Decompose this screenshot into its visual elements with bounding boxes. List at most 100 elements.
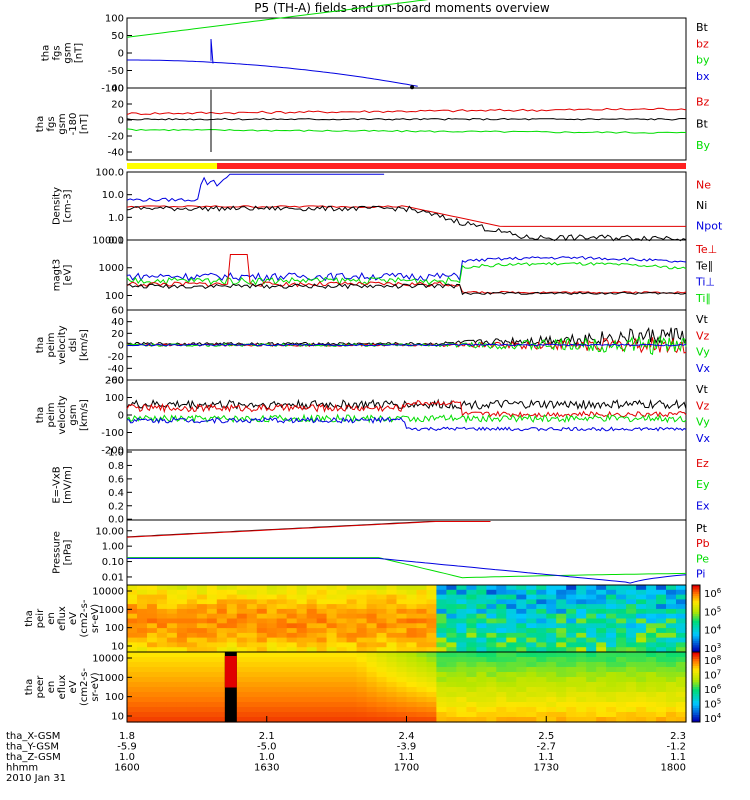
heat-cell — [366, 707, 378, 713]
heat-cell — [296, 618, 308, 624]
heat-cell — [666, 585, 677, 591]
heat-cell — [246, 589, 258, 596]
heat-cell — [556, 707, 567, 713]
heat-cell — [636, 682, 647, 688]
heat-cell — [596, 604, 607, 610]
heat-cell — [576, 707, 587, 713]
heat-cell — [626, 697, 637, 703]
heat-cell — [256, 707, 268, 713]
heat-cell — [626, 667, 637, 673]
heat-cell — [216, 712, 228, 718]
heat-cell — [356, 608, 368, 615]
heat-cell — [456, 599, 467, 605]
colorbar-cell — [692, 649, 700, 653]
heat-cell — [516, 652, 527, 658]
ylabel-line: en — [46, 612, 57, 625]
heat-cell — [506, 707, 517, 713]
ylabel-line: [nPa] — [63, 539, 74, 565]
legend-vx: Vx — [696, 362, 711, 375]
heat-cell — [556, 628, 567, 634]
heat-cell — [586, 604, 597, 610]
heat-cell — [536, 589, 547, 596]
heat-cell — [226, 632, 238, 639]
heat-cell — [196, 642, 208, 648]
colorbar-cell — [692, 680, 700, 683]
heat-cell — [616, 608, 627, 615]
heat-cell — [436, 599, 447, 605]
heat-cell — [127, 667, 138, 673]
heat-cell — [316, 623, 328, 629]
heat-cell — [466, 672, 477, 678]
heat-cell — [296, 712, 308, 718]
heat-cell — [236, 667, 248, 673]
series-endpoint — [410, 85, 415, 90]
heat-cell — [506, 697, 517, 703]
heat-cell — [556, 637, 567, 643]
series-vx — [127, 416, 687, 432]
heat-cell — [496, 604, 507, 610]
heat-cell — [536, 687, 547, 693]
heat-cell — [166, 682, 178, 688]
heat-cell — [196, 618, 208, 624]
heat-cell — [216, 585, 228, 591]
heat-cell — [176, 667, 188, 673]
heat-cell — [147, 652, 158, 658]
colorbar-cell — [692, 593, 700, 597]
heat-cell — [236, 657, 248, 663]
heat-cell — [446, 585, 457, 591]
heat-cell — [606, 589, 617, 596]
heat-cell — [436, 687, 447, 693]
heat-cell — [556, 717, 567, 723]
heat-cell — [386, 712, 398, 718]
heat-cell — [546, 637, 557, 643]
heat-cell — [186, 628, 198, 634]
heat-cell — [216, 652, 228, 658]
heat-cell — [546, 657, 557, 663]
heat-cell — [556, 697, 567, 703]
colorbar-cell — [692, 605, 700, 608]
heat-cell — [296, 632, 308, 639]
heat-cell — [536, 682, 547, 688]
heat-cell — [586, 652, 597, 658]
heat-cell — [536, 604, 547, 610]
heat-cell — [326, 712, 338, 718]
heat-cell — [436, 642, 447, 648]
heat-cell — [626, 637, 637, 643]
heat-cell — [666, 672, 677, 678]
heat-cell — [216, 589, 228, 596]
heat-cell — [406, 712, 418, 718]
heat-cell — [186, 712, 198, 718]
heat-cell — [596, 623, 607, 629]
heat-cell — [346, 618, 358, 624]
heat-cell — [406, 702, 418, 708]
heat-cell — [216, 623, 228, 629]
heat-cell — [346, 642, 358, 648]
heat-cell — [536, 628, 547, 634]
heat-cell — [486, 628, 497, 634]
heat-cell — [426, 613, 438, 620]
heat-cell — [426, 687, 438, 693]
heat-cell — [206, 632, 218, 639]
heat-cell — [276, 657, 288, 663]
tick-label: 60 — [111, 306, 124, 317]
heat-cell — [546, 712, 557, 718]
heat-cell — [626, 702, 637, 708]
colorbar-cell — [692, 589, 700, 593]
heat-cell — [426, 632, 438, 639]
heat-cell — [506, 652, 517, 658]
xaxis-row-label: tha_Y-GSM — [6, 742, 59, 753]
ylabel-line: [nT] — [74, 43, 85, 63]
heat-cell — [476, 712, 487, 718]
heat-cell — [127, 623, 138, 629]
heat-cell — [147, 623, 158, 629]
heat-cell — [416, 712, 428, 718]
heat-cell — [316, 647, 328, 653]
heat-cell — [446, 652, 457, 658]
xaxis-value: -3.9 — [397, 742, 417, 753]
heat-cell — [366, 712, 378, 718]
heat-cell — [356, 692, 368, 698]
heat-cell — [166, 604, 178, 610]
heat-cell — [147, 667, 158, 673]
heat-cell — [656, 682, 667, 688]
heat-cell — [196, 692, 208, 698]
